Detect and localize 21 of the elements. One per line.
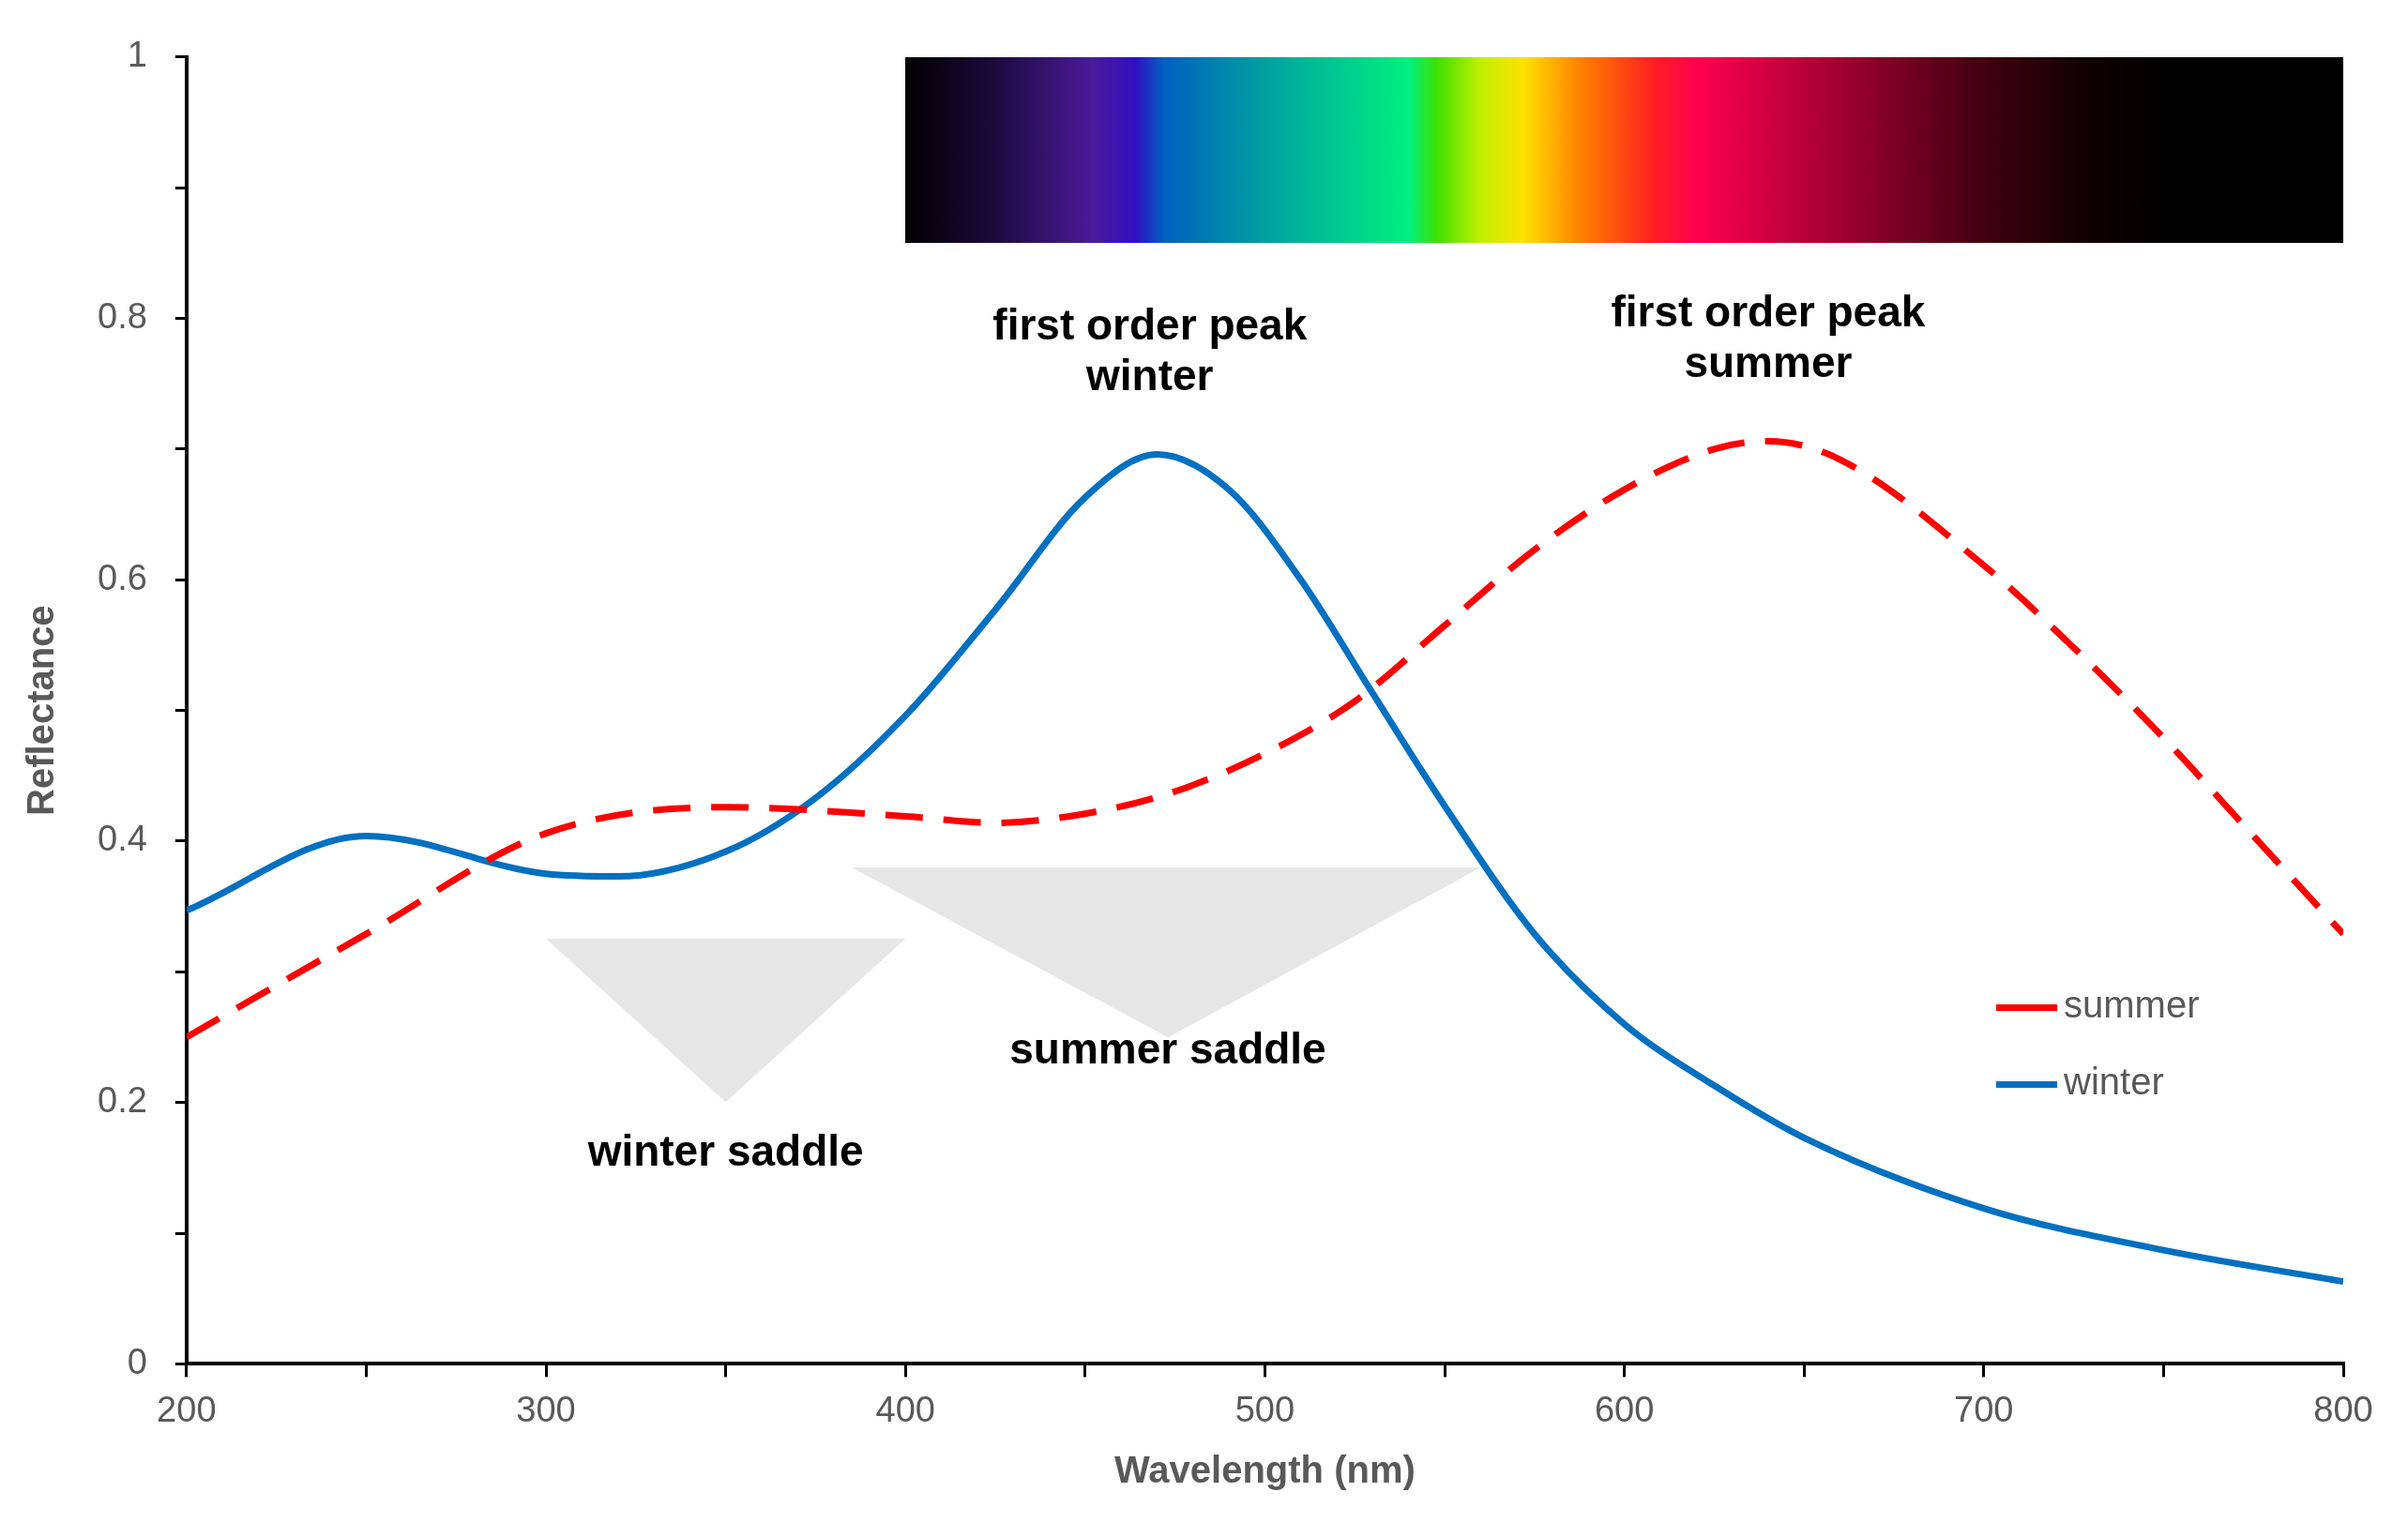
y-tick-label: 0.2: [98, 1080, 147, 1121]
annotation: first order peak winter: [992, 300, 1308, 400]
x-tick-label: 200: [157, 1389, 217, 1429]
y-tick-label: 1: [127, 35, 147, 75]
y-tick-label: 0.8: [98, 296, 147, 336]
legend-label: winter: [2063, 1061, 2164, 1103]
y-tick-label: 0: [127, 1341, 147, 1381]
y-axis-title: Reflectance: [20, 605, 62, 816]
y-tick-label: 0.6: [98, 557, 147, 597]
y-tick-label: 0.4: [98, 819, 147, 859]
x-tick-label: 800: [2313, 1389, 2373, 1429]
x-tick-label: 300: [516, 1389, 576, 1429]
annotation: summer saddle: [1009, 1023, 1326, 1073]
annotation: first order peak summer: [1611, 287, 1926, 387]
x-axis-title: Wavelength (nm): [1114, 1449, 1416, 1491]
x-tick-label: 600: [1594, 1389, 1655, 1429]
x-tick-label: 700: [1954, 1389, 2014, 1429]
annotation: winter saddle: [586, 1125, 864, 1175]
x-tick-label: 400: [875, 1389, 935, 1429]
legend-label: summer: [2064, 984, 2200, 1026]
x-tick-label: 500: [1234, 1389, 1295, 1429]
